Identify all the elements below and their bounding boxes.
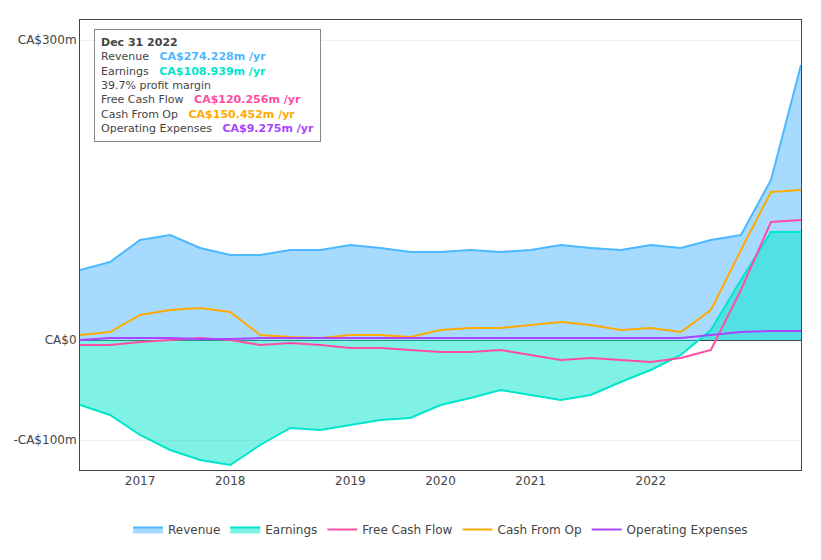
svg-text:Cash From Op: Cash From Op	[498, 523, 582, 537]
svg-text:Revenue: Revenue	[168, 523, 220, 537]
svg-text:2017: 2017	[125, 474, 156, 488]
svg-text:CA$0: CA$0	[45, 333, 77, 347]
svg-text:2022: 2022	[636, 474, 667, 488]
svg-text:Free Cash Flow: Free Cash Flow	[362, 523, 452, 537]
svg-text:2018: 2018	[215, 474, 246, 488]
svg-text:Operating Expenses: Operating Expenses	[627, 523, 748, 537]
svg-text:2020: 2020	[425, 474, 456, 488]
svg-text:2019: 2019	[335, 474, 366, 488]
svg-text:2021: 2021	[515, 474, 546, 488]
svg-text:Dec 31 2022Revenue CA$274.22: Dec 31 2022Revenue CA$274.228m /yrEarnin…	[101, 36, 314, 135]
svg-text:Earnings: Earnings	[265, 523, 317, 537]
svg-text:-CA$100m: -CA$100m	[13, 433, 76, 447]
svg-text:CA$300m: CA$300m	[18, 33, 77, 47]
